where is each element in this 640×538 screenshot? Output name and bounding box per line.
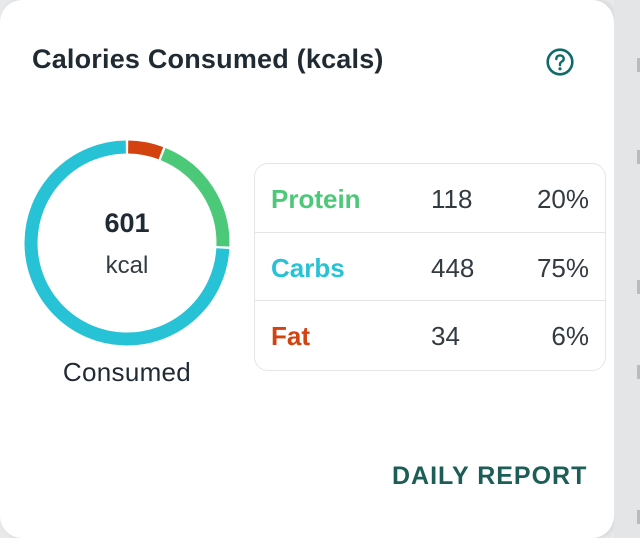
macro-grams: 34 bbox=[431, 321, 460, 351]
daily-report-button[interactable]: DAILY REPORT bbox=[392, 462, 588, 490]
macro-name: Fat bbox=[271, 321, 310, 351]
background-edge bbox=[614, 0, 640, 538]
macro-percent: 75% bbox=[536, 253, 589, 283]
edge-tick bbox=[637, 365, 640, 379]
macro-grams: 448 bbox=[431, 253, 475, 283]
edge-tick bbox=[637, 150, 640, 164]
edge-tick bbox=[637, 58, 640, 72]
edge-tick bbox=[637, 510, 640, 524]
macro-grams: 118 bbox=[431, 184, 473, 214]
edge-tick bbox=[637, 280, 640, 294]
card-title: Calories Consumed (kcals) bbox=[32, 44, 384, 74]
macro-percent: 20% bbox=[536, 184, 589, 214]
donut-segment-protein bbox=[160, 148, 230, 247]
calories-card: Calories Consumed (kcals) 601 kcal Consu… bbox=[0, 0, 614, 538]
macro-row-carbs: Carbs 448 75% bbox=[255, 232, 605, 301]
question-circle-icon[interactable] bbox=[546, 48, 574, 76]
macro-percent: 6% bbox=[551, 321, 589, 351]
calories-value: 601 bbox=[104, 208, 150, 238]
macro-name: Carbs bbox=[271, 253, 345, 283]
macro-row-protein: Protein 118 20% bbox=[255, 164, 605, 232]
macro-donut-chart bbox=[24, 140, 230, 346]
donut-segment-carbs bbox=[24, 140, 230, 346]
macro-breakdown-table: Protein 118 20% Carbs 448 75% Fat 34 6% bbox=[254, 163, 606, 371]
macro-row-fat: Fat 34 6% bbox=[255, 300, 605, 369]
calories-unit: kcal bbox=[105, 252, 149, 279]
consumed-caption: Consumed bbox=[62, 357, 192, 387]
macro-name: Protein bbox=[271, 184, 361, 214]
donut-segment-fat bbox=[127, 140, 164, 160]
